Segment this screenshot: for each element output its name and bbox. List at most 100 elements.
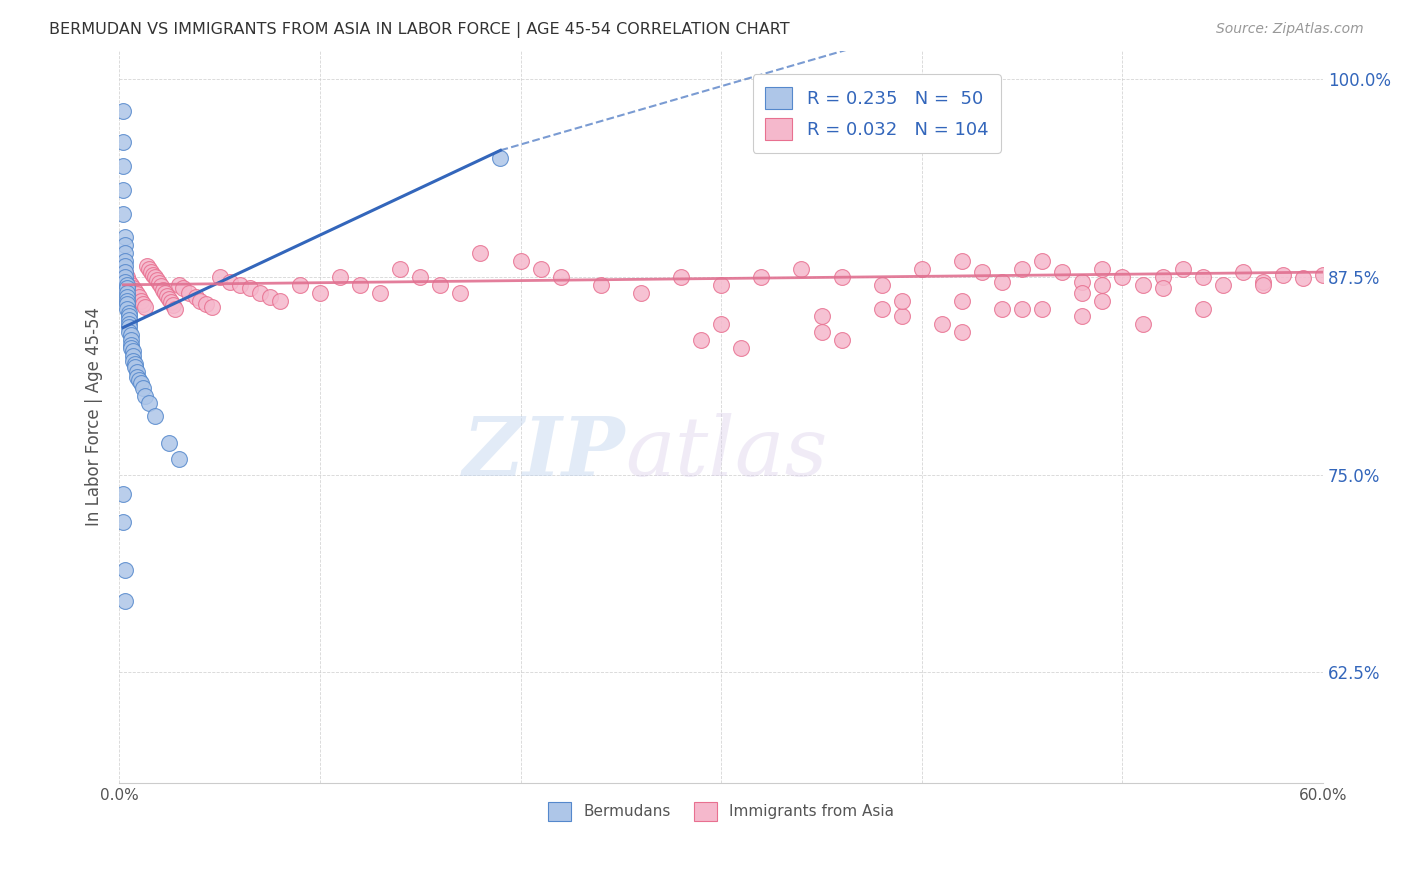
Point [1071,275,1094,289]
Point [120,338,142,352]
Point [159,436,181,450]
Point [194,297,217,311]
Point [184,290,207,304]
Point [122,281,145,295]
Point [1191,269,1213,284]
Point [1272,268,1295,283]
Point [991,301,1014,316]
Point [1191,301,1213,316]
Point [1152,269,1174,284]
Point [950,254,973,268]
Point [127,369,149,384]
Point [409,269,432,284]
Point [112,515,135,529]
Point [259,290,281,304]
Point [117,301,139,316]
Point [132,381,155,395]
Point [730,341,752,355]
Text: atlas: atlas [624,414,827,493]
Point [368,285,391,300]
Point [160,295,183,310]
Point [389,262,412,277]
Point [269,293,291,308]
Point [118,320,141,334]
Point [112,136,135,150]
Point [810,325,832,339]
Point [288,277,311,292]
Point [991,275,1014,289]
Point [114,254,136,268]
Point [890,293,912,308]
Point [165,301,187,316]
Point [970,265,993,279]
Point [145,269,167,284]
Point [124,359,146,374]
Point [470,246,492,260]
Point [449,285,471,300]
Point [124,284,146,298]
Point [1171,262,1194,277]
Point [489,151,512,165]
Point [589,277,612,292]
Point [112,206,135,220]
Point [530,262,553,277]
Point [124,357,146,371]
Point [309,285,332,300]
Point [950,293,973,308]
Point [112,183,135,197]
Point [127,365,149,379]
Point [1312,268,1334,283]
Point [122,353,145,368]
Point [429,277,451,292]
Point [145,409,167,423]
Point [349,277,371,292]
Point [931,318,953,332]
Point [1091,262,1114,277]
Point [114,269,136,284]
Point [1031,254,1053,268]
Point [128,373,150,387]
Point [1232,265,1254,279]
Point [118,325,141,339]
Point [1111,269,1133,284]
Point [117,269,139,284]
Point [134,300,156,314]
Point [208,269,231,284]
Point [1292,271,1315,285]
Point [136,259,159,273]
Point [509,254,531,268]
Point [120,341,142,355]
Point [329,269,352,284]
Point [749,269,772,284]
Point [1071,285,1094,300]
Point [138,396,160,410]
Text: BERMUDAN VS IMMIGRANTS FROM ASIA IN LABOR FORCE | AGE 45-54 CORRELATION CHART: BERMUDAN VS IMMIGRANTS FROM ASIA IN LABO… [49,22,790,38]
Point [128,290,150,304]
Point [114,259,136,273]
Point [169,451,191,466]
Point [117,285,139,300]
Point [710,277,733,292]
Point [710,318,733,332]
Point [200,300,222,314]
Point [122,349,145,363]
Point [1091,277,1114,292]
Point [112,103,135,118]
Point [114,275,136,289]
Point [114,265,136,279]
Point [218,275,240,289]
Point [790,262,813,277]
Point [127,287,149,301]
Point [1132,277,1154,292]
Point [911,262,934,277]
Point [870,277,893,292]
Point [118,306,141,320]
Point [120,333,142,347]
Point [112,486,135,500]
Point [142,268,165,283]
Point [239,281,262,295]
Point [138,262,160,277]
Point [155,285,177,300]
Point [156,289,179,303]
Point [117,281,139,295]
